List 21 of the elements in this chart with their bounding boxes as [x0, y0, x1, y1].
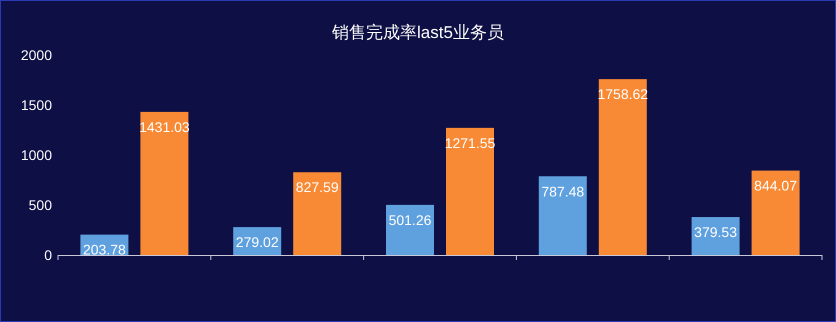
chart-title: 销售完成率last5业务员 [331, 23, 504, 42]
bar [598, 79, 647, 255]
data-label: 501.26 [388, 212, 432, 228]
data-label: 787.48 [541, 183, 584, 200]
data-label: 827.59 [296, 179, 339, 196]
data-label: 844.07 [754, 178, 798, 194]
data-label: 379.53 [694, 224, 738, 240]
bar [140, 112, 188, 255]
y-tick-label: 1000 [20, 147, 52, 163]
data-label: 279.02 [236, 234, 279, 250]
y-tick-label: 500 [28, 197, 52, 213]
y-tick-label: 1500 [20, 97, 52, 113]
bar [752, 170, 800, 255]
bar [293, 172, 342, 255]
bar [446, 128, 494, 255]
y-tick-label: 2000 [20, 47, 52, 63]
bar [538, 176, 587, 255]
bar [386, 204, 434, 255]
data-label: 203.78 [82, 242, 126, 258]
bar [692, 217, 740, 255]
y-tick-label: 0 [44, 247, 52, 263]
